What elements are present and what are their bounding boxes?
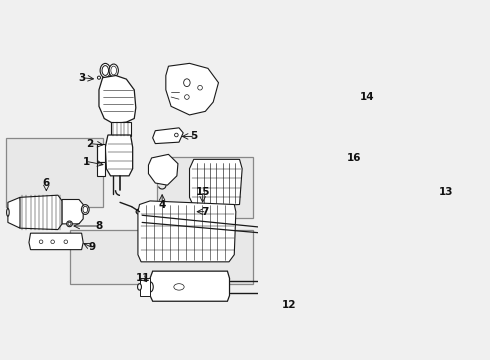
Text: 4: 4 [158, 199, 166, 210]
Ellipse shape [81, 204, 89, 215]
Text: 13: 13 [439, 187, 454, 197]
Bar [157, 157, 253, 218]
Text: 14: 14 [360, 92, 375, 102]
Ellipse shape [287, 279, 292, 284]
Text: 1: 1 [83, 157, 91, 167]
Polygon shape [148, 154, 178, 185]
Text: 8: 8 [96, 221, 102, 231]
Ellipse shape [440, 202, 445, 207]
Polygon shape [99, 76, 136, 123]
Bar [70, 230, 253, 284]
Text: 3: 3 [78, 73, 85, 83]
Text: 15: 15 [196, 187, 210, 197]
Polygon shape [487, 197, 490, 230]
Ellipse shape [6, 208, 9, 216]
Text: 7: 7 [201, 207, 209, 217]
Ellipse shape [138, 284, 142, 290]
Polygon shape [483, 219, 490, 243]
Polygon shape [8, 197, 22, 228]
Text: 2: 2 [86, 139, 93, 149]
Polygon shape [166, 63, 219, 115]
Ellipse shape [100, 63, 110, 78]
Bar [6, 138, 103, 207]
Ellipse shape [147, 282, 153, 292]
Polygon shape [98, 144, 105, 162]
Polygon shape [20, 195, 62, 230]
Polygon shape [111, 122, 130, 136]
Polygon shape [190, 159, 242, 207]
Polygon shape [140, 278, 150, 296]
Polygon shape [105, 135, 133, 176]
Ellipse shape [67, 221, 73, 227]
Polygon shape [29, 233, 83, 249]
Text: 16: 16 [346, 153, 361, 163]
Polygon shape [320, 207, 483, 262]
Ellipse shape [98, 76, 100, 79]
Text: 11: 11 [136, 273, 150, 283]
Ellipse shape [317, 228, 323, 238]
Text: 6: 6 [43, 178, 50, 188]
Polygon shape [98, 162, 105, 176]
Polygon shape [153, 128, 183, 144]
Polygon shape [150, 271, 229, 301]
Ellipse shape [136, 209, 144, 215]
Ellipse shape [109, 64, 119, 77]
Polygon shape [62, 199, 83, 224]
Polygon shape [138, 201, 236, 262]
Text: 5: 5 [190, 131, 197, 141]
Text: 12: 12 [282, 300, 297, 310]
Text: 9: 9 [89, 243, 96, 252]
Ellipse shape [408, 202, 413, 207]
